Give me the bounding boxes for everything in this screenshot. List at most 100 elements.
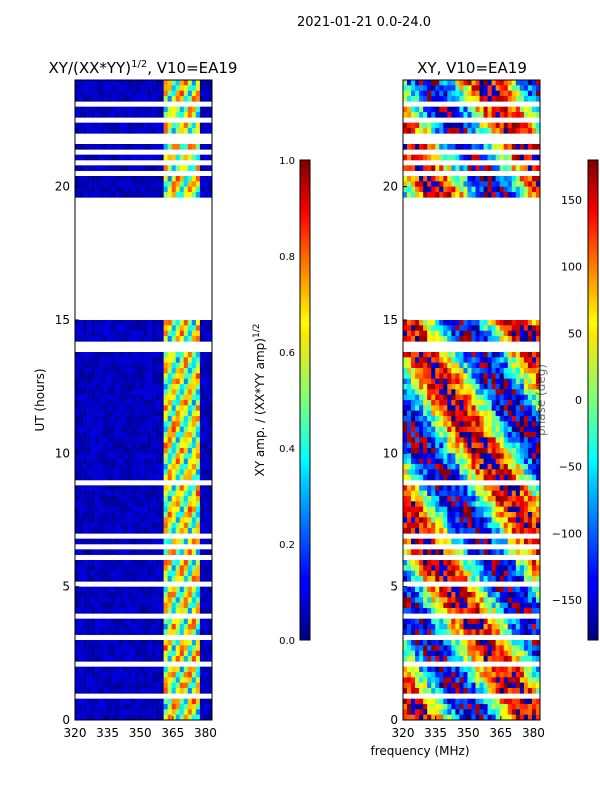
phase-cell xyxy=(535,453,541,459)
amplitude-cell xyxy=(179,442,185,449)
phase-cell xyxy=(479,442,484,449)
amplitude-cell xyxy=(79,640,84,646)
amplitude-cell xyxy=(159,688,164,694)
phase-cell xyxy=(411,592,416,598)
phase-cell xyxy=(483,576,488,582)
phase-cell xyxy=(439,618,444,625)
x-tick-label: 335 xyxy=(96,726,119,740)
amplitude-cell xyxy=(143,458,148,465)
amplitude-cell xyxy=(195,528,201,534)
amplitude-cell xyxy=(179,432,185,438)
amplitude-cell xyxy=(183,677,189,683)
amplitude-cell xyxy=(171,538,177,545)
amplitude-cell xyxy=(83,560,88,566)
amplitude-cell xyxy=(83,416,88,422)
phase-cell xyxy=(423,362,428,369)
phase-cell xyxy=(483,405,488,411)
phase-cell xyxy=(519,586,525,593)
phase-cell xyxy=(403,453,408,459)
amplitude-cell xyxy=(203,618,209,625)
amplitude-cell xyxy=(155,474,160,481)
amplitude-cell xyxy=(171,176,177,182)
amplitude-cell xyxy=(99,458,104,465)
amplitude-cell xyxy=(115,192,120,198)
phase-cell xyxy=(499,437,505,443)
amplitude-cell xyxy=(99,640,104,646)
amplitude-cell xyxy=(167,602,173,609)
amplitude-cell xyxy=(135,640,140,646)
amplitude-cell xyxy=(127,389,132,395)
amplitude-cell xyxy=(159,522,164,529)
phase-cell xyxy=(447,165,452,171)
amplitude-cell xyxy=(155,645,160,651)
amplitude-cell xyxy=(111,90,116,97)
amplitude-cell xyxy=(111,389,116,395)
amplitude-cell xyxy=(123,128,128,134)
phase-cell xyxy=(467,357,472,363)
amplitude-cell xyxy=(119,464,124,470)
amplitude-cell xyxy=(127,496,132,502)
phase-cell xyxy=(475,373,480,379)
phase-cell xyxy=(455,389,460,395)
amplitude-cell xyxy=(163,656,168,662)
amplitude-cell xyxy=(175,448,181,454)
phase-cell xyxy=(439,362,444,369)
phase-cell xyxy=(507,496,513,502)
amplitude-cell xyxy=(91,128,96,134)
amplitude-cell xyxy=(91,496,96,502)
phase-cell xyxy=(423,106,428,113)
amplitude-cell xyxy=(195,640,201,646)
amplitude-cell xyxy=(207,506,213,513)
phase-cell xyxy=(455,176,460,182)
amplitude-cell xyxy=(167,666,173,673)
phase-cell xyxy=(495,80,501,86)
amplitude-cell xyxy=(159,112,164,118)
amplitude-cell xyxy=(83,602,88,609)
phase-cell xyxy=(479,592,484,598)
phase-cell xyxy=(423,165,428,171)
phase-cell xyxy=(443,624,448,630)
phase-cell xyxy=(407,394,412,401)
amplitude-cell xyxy=(191,181,197,187)
phase-cell xyxy=(479,373,484,379)
phase-cell xyxy=(479,106,484,113)
amplitude-cell xyxy=(123,453,128,459)
amplitude-cell xyxy=(123,469,128,475)
y-tick-label: 20 xyxy=(55,180,70,194)
amplitude-cell xyxy=(127,80,132,86)
phase-cell xyxy=(507,400,513,406)
phase-cell xyxy=(515,368,521,374)
phase-cell xyxy=(483,565,488,571)
amplitude-cell xyxy=(107,469,112,475)
amplitude-cell xyxy=(183,570,189,577)
phase-cell xyxy=(471,421,476,427)
amplitude-cell xyxy=(91,549,96,555)
amplitude-cell xyxy=(155,90,160,97)
amplitude-cell xyxy=(199,517,205,523)
amplitude-cell xyxy=(107,181,112,187)
phase-cell xyxy=(455,506,460,513)
phase-cell xyxy=(531,192,537,198)
y-tick-label: 15 xyxy=(55,313,70,327)
phase-cell xyxy=(495,549,501,555)
amplitude-cell xyxy=(131,490,136,497)
phase-cell xyxy=(479,330,484,337)
phase-cell xyxy=(415,165,420,171)
amplitude-cell xyxy=(139,85,144,91)
phase-cell xyxy=(511,538,517,545)
phase-cell xyxy=(467,400,472,406)
amplitude-cell xyxy=(151,666,156,673)
amplitude-cell xyxy=(183,576,189,582)
amplitude-cell xyxy=(167,698,173,705)
amplitude-cell xyxy=(131,378,136,385)
amplitude-cell xyxy=(83,704,88,710)
amplitude-cell xyxy=(175,698,181,705)
amplitude-cell xyxy=(203,496,209,502)
amplitude-cell xyxy=(167,368,173,374)
amplitude-cell xyxy=(147,656,152,662)
amplitude-cell xyxy=(151,352,156,358)
amplitude-cell xyxy=(187,437,193,443)
amplitude-cell xyxy=(155,714,160,721)
phase-cell xyxy=(435,80,440,86)
amplitude-cell xyxy=(79,506,84,513)
